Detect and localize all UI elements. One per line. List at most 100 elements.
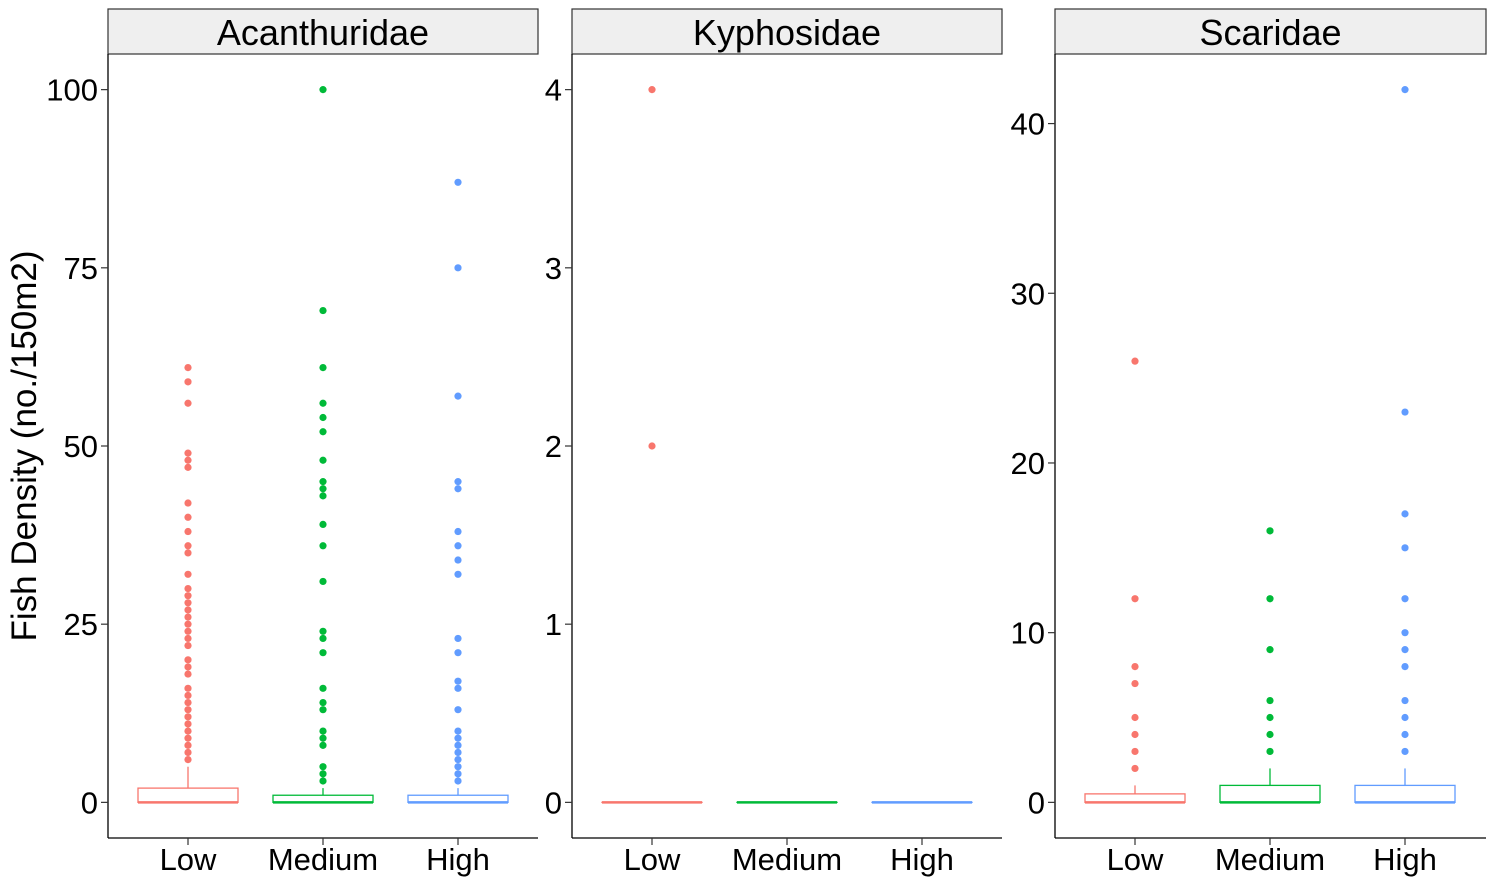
outlier-point: [184, 514, 191, 521]
x-tick-label: High: [426, 842, 490, 877]
outlier-point: [184, 400, 191, 407]
outlier-point: [184, 364, 191, 371]
outlier-point: [648, 86, 655, 93]
outlier-point: [184, 606, 191, 613]
outlier-point: [319, 635, 326, 642]
y-axis-title: Fish Density (no./150m2): [5, 251, 44, 642]
outlier-point: [319, 364, 326, 371]
outlier-point: [184, 549, 191, 556]
outlier-point: [184, 706, 191, 713]
outlier-point: [184, 635, 191, 642]
outlier-point: [184, 735, 191, 742]
outlier-point: [454, 649, 461, 656]
y-tick-label: 20: [1011, 446, 1045, 481]
outlier-point: [319, 86, 326, 93]
y-tick-label: 3: [545, 251, 562, 286]
outlier-point: [1401, 510, 1408, 517]
outlier-point: [184, 542, 191, 549]
y-tick-label: 100: [46, 73, 98, 108]
outlier-point: [454, 742, 461, 749]
outlier-point: [1401, 697, 1408, 704]
outlier-point: [319, 770, 326, 777]
outlier-point: [184, 613, 191, 620]
outlier-point: [1401, 408, 1408, 415]
outlier-point: [319, 777, 326, 784]
outlier-point: [319, 542, 326, 549]
outlier-point: [319, 492, 326, 499]
outlier-point: [1131, 680, 1138, 687]
outlier-point: [184, 713, 191, 720]
outlier-point: [454, 556, 461, 563]
outlier-point: [1131, 765, 1138, 772]
outlier-point: [319, 628, 326, 635]
outlier-point: [1401, 629, 1408, 636]
x-tick-label: High: [890, 842, 954, 877]
outlier-point: [319, 649, 326, 656]
outlier-point: [319, 478, 326, 485]
outlier-point: [1131, 595, 1138, 602]
y-tick-label: 4: [545, 73, 562, 108]
panel-acanthuridae: Acanthuridae 0 25 50 75 100 Low Medium High: [46, 9, 538, 877]
outlier-point: [184, 457, 191, 464]
outlier-point: [1266, 748, 1273, 755]
outlier-point: [1266, 646, 1273, 653]
y-tick-label: 2: [545, 429, 562, 464]
outlier-point: [648, 442, 655, 449]
outlier-point: [319, 727, 326, 734]
outlier-point: [184, 642, 191, 649]
outlier-point: [454, 727, 461, 734]
outlier-point: [454, 678, 461, 685]
outlier-point: [319, 485, 326, 492]
outlier-point: [319, 428, 326, 435]
outlier-point: [184, 499, 191, 506]
outlier-point: [184, 599, 191, 606]
outlier-point: [454, 528, 461, 535]
x-tick-label: Low: [160, 842, 217, 877]
y-tick-label: 75: [64, 251, 98, 286]
box-iqr: [1355, 785, 1455, 802]
outlier-point: [1266, 714, 1273, 721]
facet-title: Acanthuridae: [217, 12, 429, 53]
outlier-point: [1131, 714, 1138, 721]
outlier-point: [1401, 544, 1408, 551]
x-tick-label: Low: [624, 842, 681, 877]
outlier-point: [319, 735, 326, 742]
box-medium: [273, 86, 373, 802]
y-tick-label: 0: [1028, 785, 1045, 820]
x-tick-label: Medium: [1215, 842, 1325, 877]
outlier-point: [319, 763, 326, 770]
outlier-point: [184, 571, 191, 578]
outlier-point: [1401, 86, 1408, 93]
outlier-point: [454, 706, 461, 713]
box-iqr: [1220, 785, 1320, 802]
outlier-point: [319, 414, 326, 421]
box-iqr: [138, 788, 238, 802]
outlier-point: [319, 699, 326, 706]
y-tick-label: 1: [545, 607, 562, 642]
box-low: [602, 86, 702, 802]
outlier-point: [319, 400, 326, 407]
outlier-point: [1266, 595, 1273, 602]
x-tick-label: Medium: [268, 842, 378, 877]
outlier-point: [184, 585, 191, 592]
outlier-point: [184, 628, 191, 635]
outlier-point: [184, 663, 191, 670]
facet-title: Kyphosidae: [693, 12, 881, 53]
outlier-point: [1266, 527, 1273, 534]
y-tick-label: 25: [64, 607, 98, 642]
x-tick-label: Low: [1107, 842, 1164, 877]
box-high: [1355, 86, 1455, 802]
y-tick-label: 50: [64, 429, 98, 464]
outlier-point: [1131, 358, 1138, 365]
outlier-point: [454, 735, 461, 742]
y-tick-label: 10: [1011, 616, 1045, 651]
outlier-point: [454, 756, 461, 763]
outlier-point: [184, 699, 191, 706]
y-tick-label: 40: [1011, 107, 1045, 142]
y-tick-label: 0: [81, 785, 98, 820]
facet-title: Scaridae: [1199, 12, 1341, 53]
outlier-point: [184, 450, 191, 457]
